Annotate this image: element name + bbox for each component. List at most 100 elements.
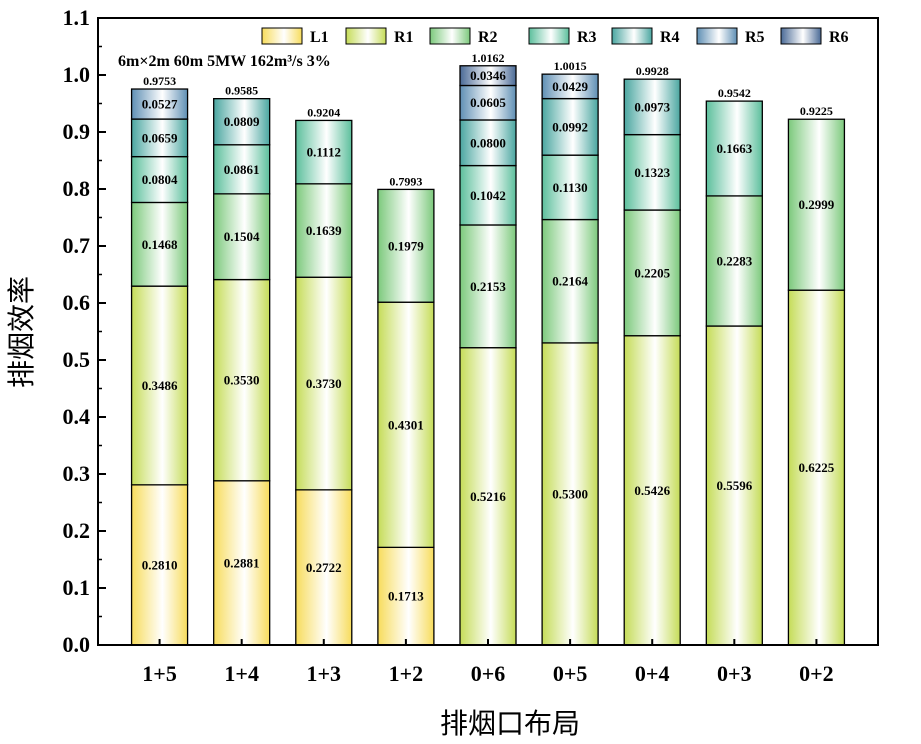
bar-segment-r1-0+6 xyxy=(459,347,517,646)
segment-value-label: 0.2205 xyxy=(634,265,670,280)
segment-value-label: 0.1323 xyxy=(634,165,670,180)
segment-value-label: 0.6225 xyxy=(799,460,835,475)
y-tick-label: 0.1 xyxy=(63,575,91,600)
total-value-label: 0.9204 xyxy=(307,105,340,119)
bar-segment-r2-0+2 xyxy=(787,118,846,291)
total-value-label: 0.9225 xyxy=(800,104,833,118)
segment-value-label: 0.2881 xyxy=(224,555,260,570)
bars-layer: 0.2810 0.3486 0.1468 0.0804 0.0659 0.0527 0.97… xyxy=(130,51,846,646)
bar-segment-l1-1+5 xyxy=(130,484,189,646)
segment-value-label: 0.1112 xyxy=(307,145,341,160)
x-tick-label: 1+4 xyxy=(224,661,259,686)
y-tick-label: 0.9 xyxy=(63,119,91,144)
segment-value-label: 0.3486 xyxy=(142,378,178,393)
segment-value-label: 0.2283 xyxy=(716,253,752,268)
legend-label-l1: L1 xyxy=(310,29,329,46)
bar-segment-l1-1+2 xyxy=(377,546,435,646)
segment-value-label: 0.1042 xyxy=(470,188,506,203)
segment-value-label: 0.3530 xyxy=(224,373,260,388)
segment-value-label: 0.0527 xyxy=(142,97,178,112)
segment-value-label: 0.0429 xyxy=(552,79,588,94)
y-tick-label: 1.1 xyxy=(63,5,91,30)
total-value-label: 0.9585 xyxy=(225,84,258,98)
bar-segment-r3-1+5 xyxy=(130,155,189,204)
bar-segment-r5-0+5 xyxy=(541,73,599,100)
x-tick-label: 0+5 xyxy=(553,661,588,686)
x-tick-label: 0+6 xyxy=(471,661,506,686)
total-value-label: 0.9928 xyxy=(636,64,669,78)
segment-value-label: 0.1713 xyxy=(388,589,424,604)
bar-segment-l1-1+3 xyxy=(295,489,353,646)
segment-value-label: 0.2999 xyxy=(799,197,835,212)
segment-value-label: 0.2153 xyxy=(470,279,506,294)
bar-segment-r1-0+4 xyxy=(623,335,681,646)
x-tick-label: 1+2 xyxy=(389,661,424,686)
bar-segment-r2-0+6 xyxy=(459,224,517,349)
y-tick-label: 0.5 xyxy=(63,347,91,372)
legend-label-r3: R3 xyxy=(577,29,597,46)
segment-value-label: 0.0861 xyxy=(224,162,260,177)
bar-segment-r2-1+4 xyxy=(213,193,271,281)
segment-value-label: 0.4301 xyxy=(388,417,424,432)
y-tick-label: 0.8 xyxy=(63,176,91,201)
total-value-label: 0.7993 xyxy=(389,174,422,188)
bar-segment-r1-1+4 xyxy=(213,278,271,482)
total-value-label: 0.9753 xyxy=(143,74,176,88)
y-tick-label: 0.7 xyxy=(63,233,91,258)
bar-segment-r5-1+5 xyxy=(130,88,189,120)
segment-value-label: 0.3730 xyxy=(306,376,342,391)
y-tick-label: 1.0 xyxy=(63,62,91,87)
legend-swatch-r5 xyxy=(696,27,738,45)
chart-annotation: 6m×2m 60m 5MW 162m³/s 3% xyxy=(118,53,331,70)
bar-segment-r1-0+5 xyxy=(541,342,599,646)
bar-segment-r2-1+2 xyxy=(377,188,435,303)
segment-value-label: 0.1130 xyxy=(553,180,588,195)
segment-value-label: 0.0809 xyxy=(224,114,260,129)
bar-segment-r4-1+5 xyxy=(130,118,189,158)
bar-segment-r5-0+6 xyxy=(459,84,517,121)
bar-segment-r6-0+6 xyxy=(459,65,517,87)
total-value-label: 1.0015 xyxy=(554,59,587,73)
legend-label-r4: R4 xyxy=(660,29,680,46)
y-tick-label: 0.6 xyxy=(63,290,91,315)
bar-segment-r1-1+5 xyxy=(130,285,189,486)
segment-value-label: 0.0800 xyxy=(470,135,506,150)
segment-value-label: 0.5216 xyxy=(470,489,506,504)
legend-swatch-r2 xyxy=(429,27,471,45)
segment-value-label: 0.1979 xyxy=(388,238,424,253)
segment-value-label: 0.5596 xyxy=(716,478,752,493)
bar-segment-r3-0+5 xyxy=(541,154,599,221)
segment-value-label: 0.1639 xyxy=(306,223,342,238)
bar-segment-r3-0+6 xyxy=(459,164,517,226)
legend-swatch-r3 xyxy=(528,27,570,45)
y-axis-title: 排烟效率 xyxy=(5,276,38,388)
x-tick-label: 1+3 xyxy=(307,661,342,686)
legend: L1 R1 R2 R3 R4 R5 R6 xyxy=(261,27,849,46)
segment-value-label: 0.5300 xyxy=(552,486,588,501)
y-tick-label: 0.3 xyxy=(63,461,91,486)
bar-segment-r1-1+2 xyxy=(377,301,435,549)
segment-value-label: 0.0973 xyxy=(634,99,670,114)
legend-label-r2: R2 xyxy=(478,29,498,46)
x-tick-label: 0+2 xyxy=(799,661,834,686)
bar-segment-r3-0+3 xyxy=(705,100,763,197)
segment-value-label: 0.1663 xyxy=(716,141,752,156)
legend-swatch-r4 xyxy=(611,27,653,45)
bar-segment-r4-0+4 xyxy=(623,78,681,136)
segment-value-label: 0.0346 xyxy=(470,68,506,83)
x-tick-label: 1+5 xyxy=(142,661,177,686)
bar-segment-r3-0+4 xyxy=(623,133,681,211)
bar-segment-r3-1+3 xyxy=(295,119,353,185)
axes-layer: 0.0 0.1 0.2 0.3 0.4 0.5 0.6 0.7 0.8 0.9 1.0 1.1 1+5 1… xyxy=(63,5,879,686)
segment-value-label: 0.2810 xyxy=(142,557,178,572)
legend-swatch-r1 xyxy=(345,27,387,45)
segment-value-label: 0.0605 xyxy=(470,95,506,110)
x-tick-label: 0+3 xyxy=(717,661,752,686)
segment-value-label: 0.0804 xyxy=(142,172,178,187)
legend-label-r5: R5 xyxy=(745,29,765,46)
segment-value-label: 0.5426 xyxy=(634,483,670,498)
segment-value-label: 0.2722 xyxy=(306,560,342,575)
segment-value-label: 0.0992 xyxy=(552,119,588,134)
legend-label-r6: R6 xyxy=(829,29,849,46)
